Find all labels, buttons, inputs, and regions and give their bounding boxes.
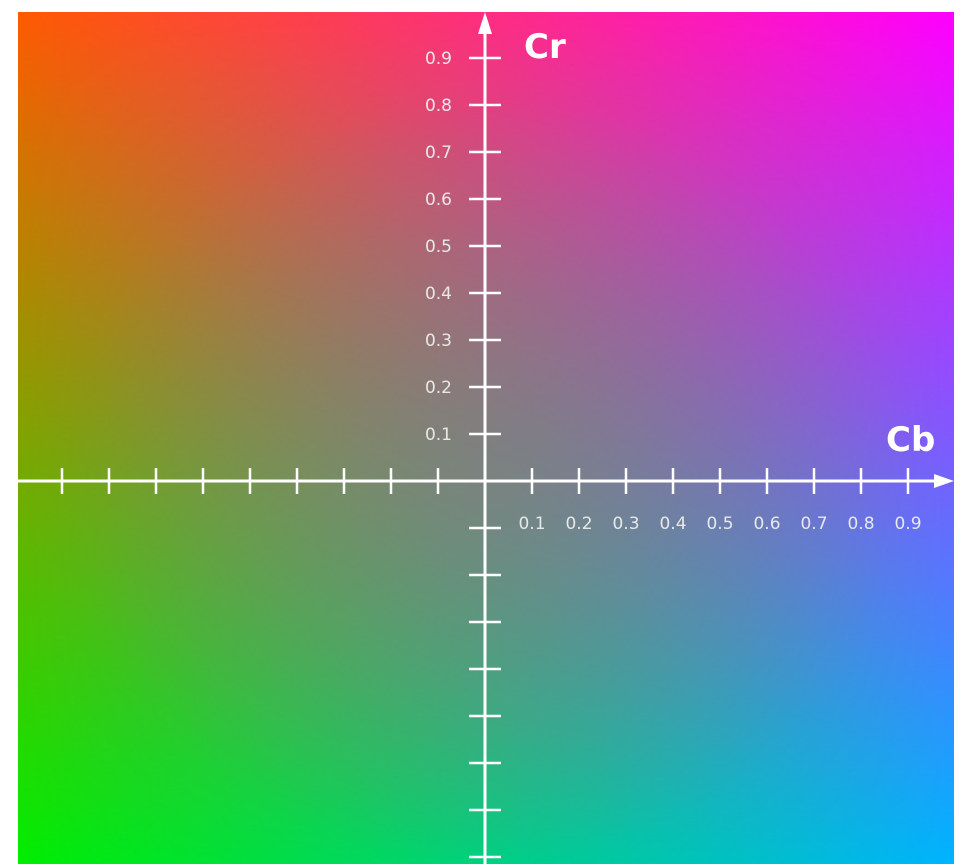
- y-tick-label: 0.9: [425, 49, 452, 69]
- y-tick-label: 0.1: [425, 425, 452, 445]
- x-tick-label: 0.1: [518, 514, 545, 534]
- y-tick-label: 0.4: [425, 284, 452, 304]
- x-tick-label: 0.4: [659, 514, 686, 534]
- y-tick-label: 0.6: [425, 190, 452, 210]
- axes: 0.1 0.2 0.3 0.4 0.5 0.6 0.7 0.8 0.9 0.1 0.2 0.3 0.4 0…: [18, 12, 954, 864]
- y-tick-label: 0.7: [425, 143, 452, 163]
- y-tick-label: 0.8: [425, 96, 452, 116]
- x-tick-label: 0.8: [847, 514, 874, 534]
- y-axis-title: Cr: [524, 27, 566, 67]
- x-tick-label: 0.2: [565, 514, 592, 534]
- x-axis-arrowhead: [934, 474, 954, 488]
- x-tick-label: 0.3: [612, 514, 639, 534]
- x-tick-label: 0.7: [800, 514, 827, 534]
- x-tick-label: 0.9: [894, 514, 921, 534]
- x-tick-label: 0.5: [706, 514, 733, 534]
- x-tick-label: 0.6: [753, 514, 780, 534]
- y-axis-arrowhead: [478, 12, 492, 34]
- y-tick-label: 0.5: [425, 237, 452, 257]
- y-tick-label: 0.3: [425, 331, 452, 351]
- y-tick-label: 0.2: [425, 378, 452, 398]
- x-axis-title: Cb: [886, 420, 935, 460]
